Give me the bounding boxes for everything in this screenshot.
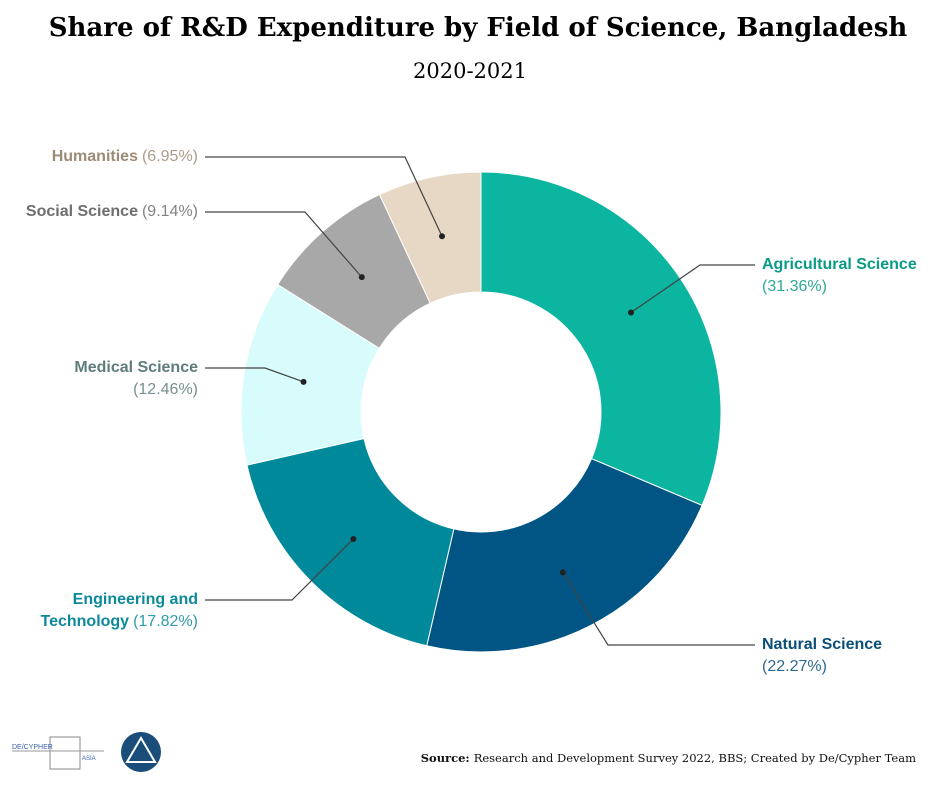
leader-line [205, 538, 354, 601]
leader-dot [439, 233, 446, 240]
leader-line [205, 211, 363, 278]
chart-title: Share of R&D Expenditure by Field of Sci… [49, 13, 908, 43]
logo-subtext: ASIA [82, 756, 96, 762]
leader-dot [559, 569, 566, 576]
category-name: Engineering and Technology [40, 591, 198, 630]
slice-label: Humanities (6.95%) [52, 146, 198, 168]
source-label: Source: [420, 751, 470, 765]
slice-label: Social Science (9.14%) [26, 201, 198, 223]
category-name: Agricultural Science [762, 256, 917, 273]
slice-label: Medical Science (12.46%) [74, 357, 198, 401]
leader-dot [358, 274, 365, 281]
category-name: Humanities [51, 148, 138, 165]
donut-slice [378, 171, 482, 304]
value-label: (17.82%) [133, 613, 198, 630]
leader-dot [300, 378, 307, 385]
logo-triangle [125, 736, 157, 763]
logo-box [49, 736, 81, 770]
source-text: Research and Development Survey 2022, BB… [473, 751, 916, 765]
value-label: (22.27%) [762, 658, 827, 675]
leader-line [630, 264, 755, 314]
value-label: (9.14%) [141, 203, 198, 220]
leader-dot [350, 535, 357, 542]
donut-slice [480, 171, 722, 507]
value-label: (12.46%) [133, 381, 198, 398]
slice-label: Engineering and Technology (17.82%) [13, 589, 198, 633]
slice-label: Natural Science (22.27%) [762, 634, 882, 678]
leader-line [562, 572, 755, 646]
logo: DE/CYPHER ASIA [12, 732, 161, 772]
source: Source: Research and Development Survey 2… [421, 751, 916, 765]
donut-slice [426, 458, 703, 653]
slice-label: Agricultural Science (31.36%) [762, 254, 917, 298]
value-label: (6.95%) [141, 148, 198, 165]
leader-line [205, 156, 443, 237]
chart-subtitle: 2020-2021 [413, 59, 527, 83]
category-name: Medical Science [74, 359, 198, 376]
category-name: Social Science [25, 203, 138, 220]
value-label: (31.36%) [762, 278, 827, 295]
leader-line [205, 367, 304, 383]
logo-text: DE/CYPHER [12, 744, 53, 751]
category-name: Natural Science [762, 636, 883, 653]
leader-dot [628, 309, 635, 316]
